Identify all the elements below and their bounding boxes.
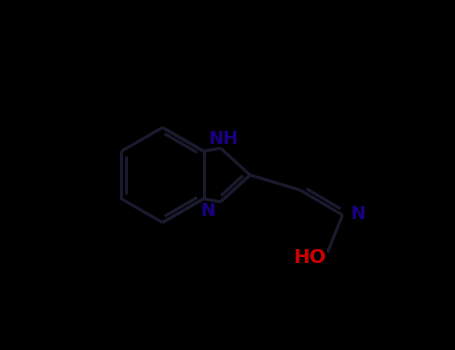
Text: HO: HO bbox=[293, 248, 326, 267]
Text: N: N bbox=[201, 202, 216, 220]
Text: NH: NH bbox=[208, 131, 238, 148]
Text: N: N bbox=[350, 205, 365, 223]
